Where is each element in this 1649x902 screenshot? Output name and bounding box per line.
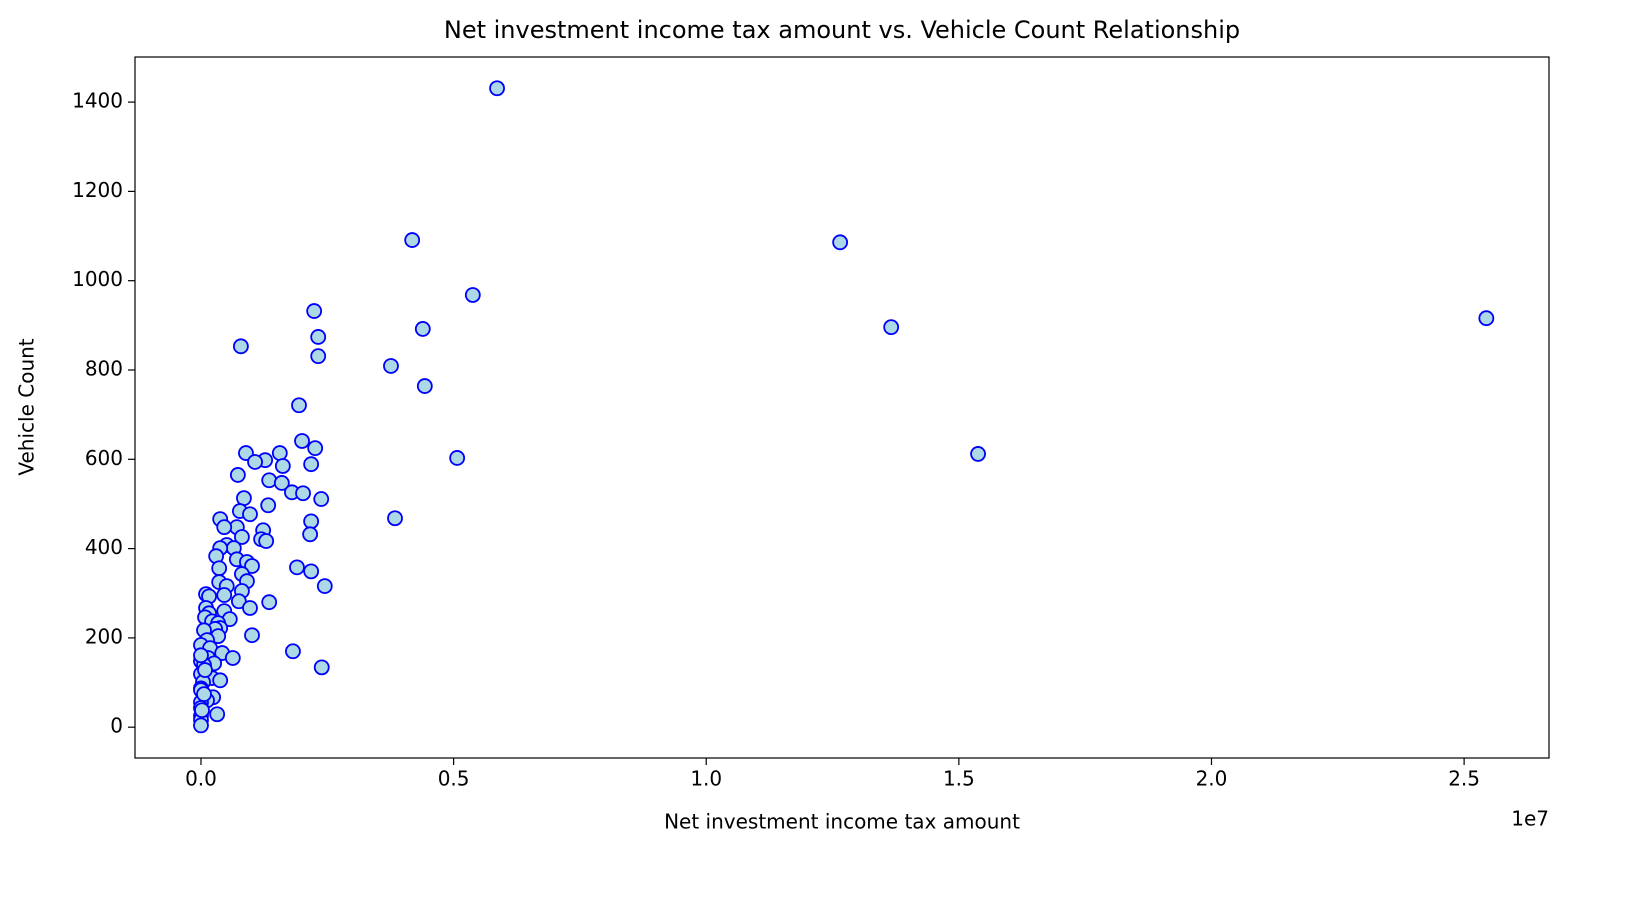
y-axis-label: Vehicle Count [15, 338, 39, 475]
scatter-point [416, 378, 433, 394]
scatter-point [273, 475, 290, 491]
scatter-point [193, 647, 209, 664]
scatter-point [970, 446, 986, 462]
scatter-point [193, 717, 209, 734]
x-tick-label: 0.5 [438, 767, 470, 791]
y-tick-label: 400 [85, 535, 123, 559]
scatter-point [1478, 310, 1495, 327]
scatter-point [307, 440, 324, 457]
scatter-point [489, 80, 505, 97]
scatter-point [313, 659, 330, 676]
scatter-point [209, 706, 226, 723]
scatter-point [303, 513, 320, 530]
x-axis-label: Net investment income tax amount [664, 810, 1020, 834]
scatter-point [294, 433, 310, 449]
x-tick-label: 1.5 [943, 767, 975, 791]
scatter-point [247, 454, 263, 470]
scatter-point [212, 672, 229, 689]
y-tick-label: 1000 [72, 267, 123, 291]
x-tick-label: 2.5 [1448, 767, 1480, 791]
x-tick-label: 2.0 [1196, 767, 1228, 791]
scatter-point [414, 321, 431, 337]
scatter-point [449, 450, 466, 466]
scatter-point [234, 529, 250, 545]
scatter-point [216, 519, 233, 536]
y-tick-label: 0 [110, 714, 123, 738]
x-offset-label: 1e7 [1511, 807, 1549, 831]
plot-frame [134, 56, 1550, 759]
scatter-point [295, 485, 311, 502]
scatter-point [197, 662, 213, 678]
scatter-point [244, 558, 260, 574]
scatter-point [242, 506, 258, 523]
scatter-point [464, 287, 481, 303]
scatter-point [306, 303, 323, 319]
scatter-point [216, 587, 233, 603]
chart-title: Net investment income tax amount vs. Veh… [444, 16, 1240, 44]
x-tick-label: 1.0 [690, 767, 722, 791]
y-tick-label: 800 [85, 356, 123, 380]
scatter-point [196, 686, 212, 703]
y-tick-label: 1400 [72, 89, 123, 113]
scatter-point [383, 358, 399, 374]
scatter-point [261, 472, 278, 489]
y-tick-label: 600 [85, 446, 123, 470]
scatter-point [285, 643, 301, 660]
scatter-point [242, 600, 258, 616]
scatter-point [260, 497, 277, 514]
scatter-point [194, 702, 210, 719]
x-tick-label: 0.0 [185, 767, 217, 791]
scatter-point [291, 397, 307, 414]
scatter-point [832, 234, 849, 251]
scatter-point [404, 232, 421, 248]
scatter-point [387, 510, 403, 527]
scatter-point [310, 329, 327, 345]
scatter-point [316, 578, 333, 594]
scatter-point [258, 533, 275, 549]
scatter-point [313, 491, 330, 507]
scatter-point [303, 563, 320, 580]
scatter-point [302, 526, 319, 543]
scatter-point [211, 560, 228, 577]
y-tick-label: 1200 [72, 178, 123, 202]
scatter-point [233, 338, 249, 355]
scatter-point [229, 467, 246, 483]
scatter-point [224, 650, 241, 666]
y-tick-label: 200 [85, 624, 123, 648]
scatter-point [310, 348, 327, 365]
scatter-point [236, 490, 252, 507]
scatter-point [261, 594, 278, 611]
scatter-point [303, 456, 320, 473]
scatter-point [271, 445, 288, 461]
scatter-point [274, 458, 291, 474]
scatter-point [883, 319, 900, 336]
scatter-point [244, 627, 260, 644]
scatter-point [289, 559, 305, 576]
